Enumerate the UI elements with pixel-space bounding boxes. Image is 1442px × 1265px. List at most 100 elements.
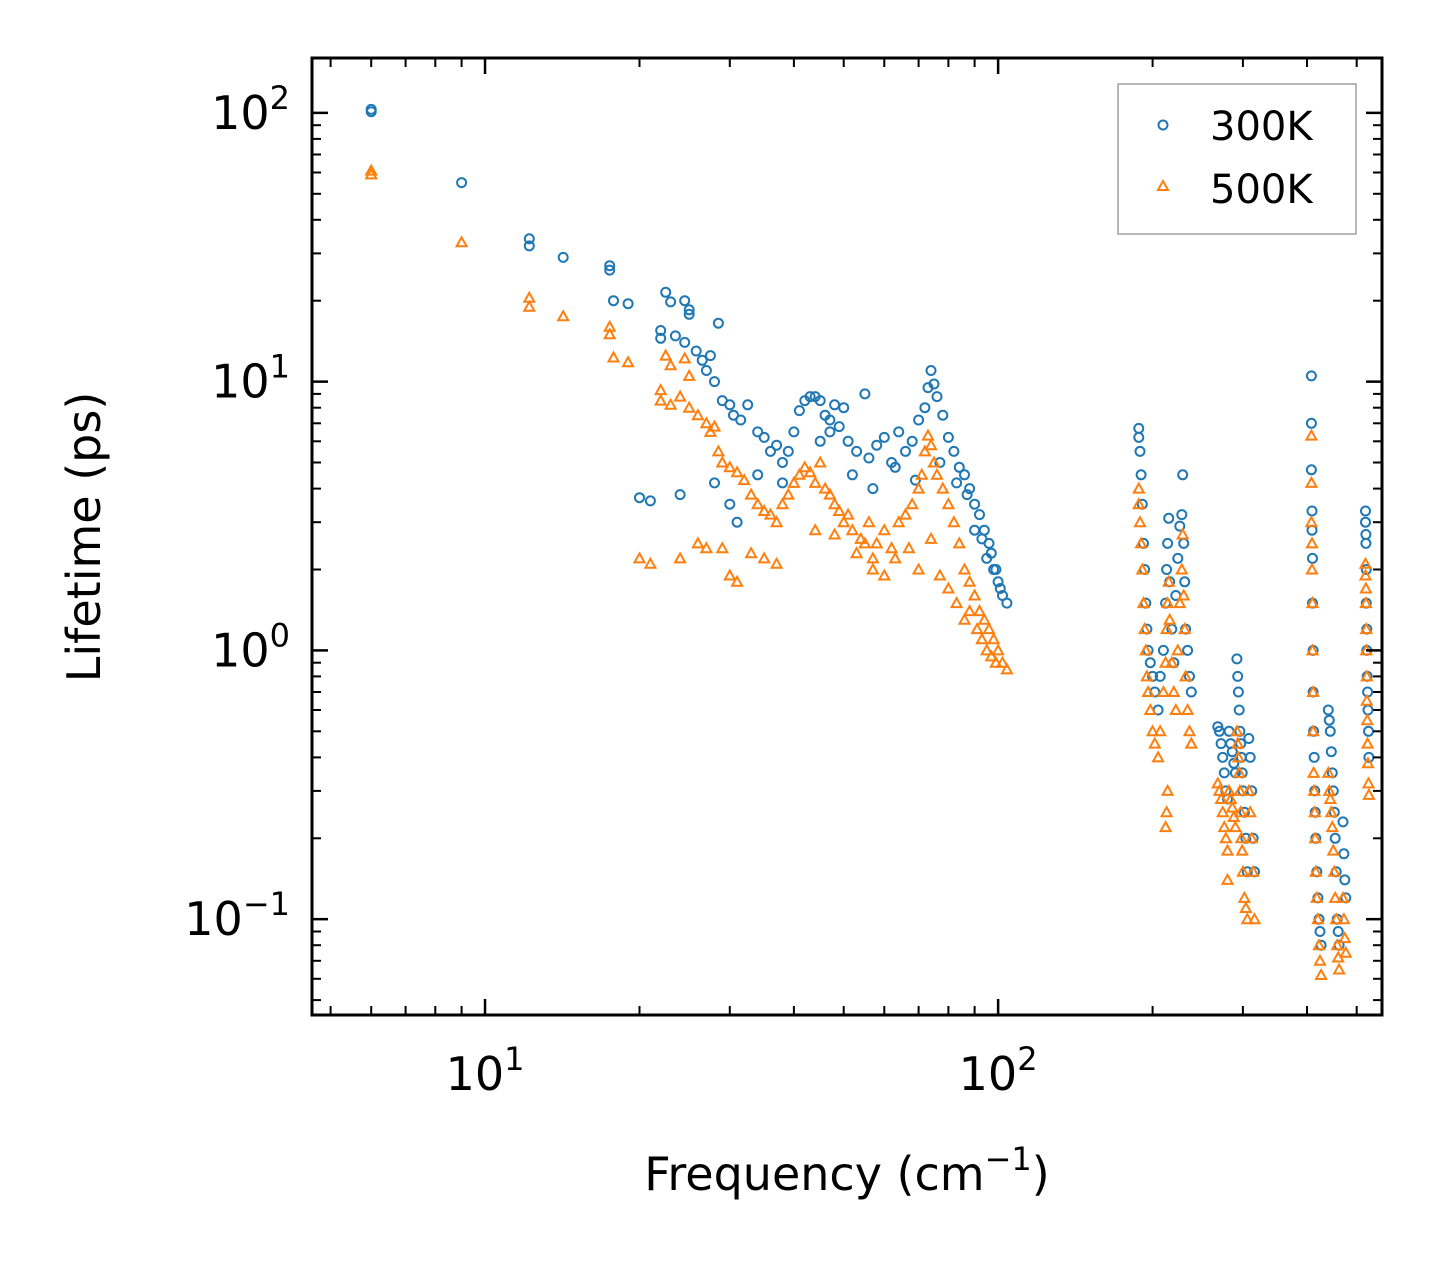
point-500K-35 — [787, 475, 801, 488]
point-300K-29 — [742, 399, 754, 411]
point-500K-175 — [1247, 912, 1262, 925]
point-500K-66 — [941, 497, 956, 510]
x-tick-label: 101 — [446, 1040, 525, 1101]
point-500K-55 — [892, 515, 906, 528]
y-tick-labels: 10−1 100 101 102 — [184, 79, 290, 946]
x-tick-labels: 101 102 — [446, 1040, 1038, 1101]
point-300K-103 — [1135, 469, 1147, 481]
point-500K-172 — [1243, 805, 1257, 818]
point-300K-158 — [1243, 733, 1255, 744]
point-300K-35 — [782, 445, 794, 457]
point-500K-120 — [1145, 724, 1160, 737]
point-500K-78 — [1000, 662, 1014, 675]
point-300K-1 — [365, 106, 377, 118]
point-500K-206 — [1332, 962, 1346, 975]
point-500K-87 — [744, 546, 758, 559]
point-300K-97 — [985, 547, 997, 559]
point-300K-115 — [1157, 644, 1169, 656]
point-500K-27 — [737, 473, 751, 486]
point-500K-20 — [699, 416, 714, 429]
point-500K-160 — [1231, 736, 1245, 749]
point-300K-13 — [683, 304, 695, 316]
point-500K-115 — [1137, 622, 1152, 635]
point-500K-144 — [1159, 805, 1174, 818]
point-500K-84 — [715, 541, 729, 554]
point-300K-78 — [644, 495, 656, 507]
point-300K-15 — [655, 325, 667, 336]
point-300K-60 — [925, 365, 937, 376]
point-300K-192 — [1332, 926, 1344, 937]
point-300K-4 — [523, 240, 535, 252]
point-500K-9 — [621, 355, 635, 368]
point-500K-110 — [1132, 497, 1146, 510]
point-300K-67 — [959, 469, 970, 481]
point-500K-85 — [723, 568, 737, 581]
point-500K-15 — [654, 393, 668, 406]
point-300K-51 — [871, 439, 883, 451]
point-500K-57 — [905, 497, 919, 510]
point-500K-101 — [949, 596, 964, 609]
point-300K-22 — [700, 365, 712, 376]
point-500K-91 — [827, 527, 842, 540]
point-300K-34 — [777, 457, 788, 468]
point-300K-6 — [604, 260, 616, 272]
point-500K-1 — [364, 167, 378, 180]
point-300K-2 — [456, 177, 468, 189]
point-300K-32 — [765, 445, 776, 457]
point-500K-36 — [792, 467, 807, 480]
point-300K-39 — [804, 391, 816, 403]
point-300K-119 — [1163, 512, 1175, 524]
point-500K-37 — [798, 460, 812, 473]
point-500K-32 — [769, 515, 784, 528]
point-500K-93 — [866, 562, 880, 575]
series-500K — [364, 163, 1376, 980]
point-300K-28 — [735, 414, 747, 426]
point-500K-191 — [1311, 912, 1325, 925]
point-300K-88 — [867, 483, 879, 495]
point-500K-131 — [1167, 684, 1181, 697]
point-500K-173 — [1245, 831, 1259, 844]
point-300K-101 — [1133, 431, 1145, 443]
point-300K-164 — [1305, 417, 1317, 429]
point-500K-60 — [918, 444, 932, 457]
point-500K-158 — [1228, 820, 1243, 833]
point-500K-98 — [924, 531, 938, 544]
point-500K-5 — [556, 309, 570, 322]
point-500K-51 — [866, 551, 880, 564]
point-300K-93 — [961, 489, 973, 501]
point-300K-19 — [690, 345, 702, 357]
point-500K-217 — [1360, 669, 1374, 682]
point-500K-177 — [1304, 475, 1319, 488]
point-500K-208 — [1337, 912, 1351, 925]
point-500K-182 — [1305, 643, 1320, 656]
y-tick-label: 100 — [211, 616, 290, 677]
plot-frame — [310, 56, 1384, 1017]
point-500K-202 — [1328, 890, 1342, 903]
point-300K-47 — [842, 435, 854, 447]
point-500K-134 — [1173, 596, 1187, 609]
point-500K-70 — [962, 574, 977, 587]
point-500K-22 — [707, 419, 722, 432]
point-300K-168 — [1307, 552, 1318, 564]
point-500K-204 — [1330, 938, 1344, 951]
point-500K-53 — [877, 523, 891, 536]
point-500K-109 — [1132, 481, 1146, 494]
point-300K-63 — [937, 409, 949, 421]
point-300K-110 — [1144, 657, 1156, 669]
point-300K-185 — [1325, 746, 1337, 758]
point-500K-49 — [858, 536, 872, 549]
point-500K-80 — [643, 556, 658, 569]
point-300K-16 — [655, 332, 667, 344]
point-500K-102 — [957, 612, 972, 625]
point-500K-159 — [1230, 724, 1244, 737]
point-500K-181 — [1305, 596, 1320, 609]
point-500K-97 — [911, 562, 926, 575]
point-300K-199 — [1360, 516, 1371, 528]
point-300K-74 — [992, 576, 1004, 588]
point-500K-125 — [1158, 655, 1173, 668]
point-500K-103 — [962, 604, 977, 617]
point-500K-220 — [1360, 736, 1375, 749]
point-500K-222 — [1361, 776, 1376, 789]
point-500K-79 — [632, 551, 647, 564]
point-500K-114 — [1136, 596, 1151, 609]
